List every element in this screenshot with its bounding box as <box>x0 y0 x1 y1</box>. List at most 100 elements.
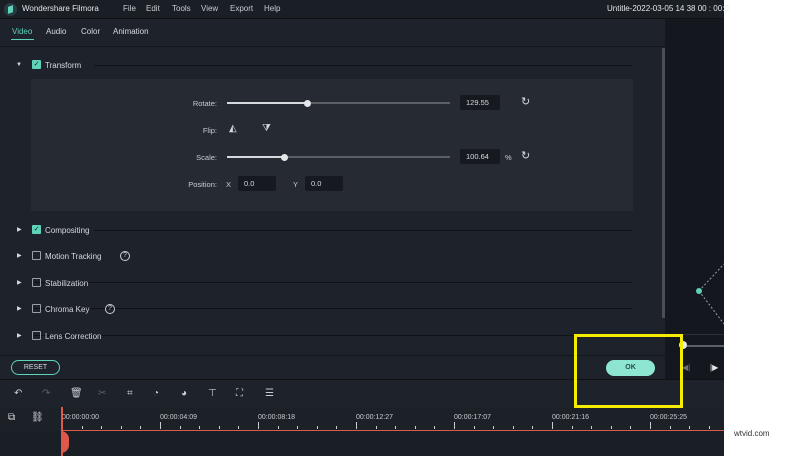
preview-progress-thumb[interactable] <box>679 341 687 349</box>
tab-animation[interactable]: Animation <box>113 27 149 36</box>
menu-edit[interactable]: Edit <box>146 4 160 13</box>
menu-export[interactable]: Export <box>230 4 254 13</box>
timeline-track[interactable] <box>0 407 724 456</box>
tick-mark <box>395 426 397 429</box>
tick-mark <box>650 422 651 429</box>
speed-icon[interactable]: ◔ <box>153 388 160 399</box>
rotate-slider[interactable] <box>227 102 450 104</box>
tick-mark <box>610 426 612 429</box>
tab-video[interactable]: Video <box>12 27 33 36</box>
timecode-label: 00:00:00:00 <box>62 414 99 421</box>
tick-mark <box>356 422 357 429</box>
panel-scrollbar[interactable] <box>662 48 665 318</box>
play-icon[interactable]: |▶ <box>710 363 719 372</box>
divider <box>94 230 632 231</box>
tab-color[interactable]: Color <box>81 27 101 36</box>
delete-icon[interactable]: 🗑 <box>70 388 83 399</box>
transform-handle[interactable] <box>696 288 702 294</box>
tick-mark <box>571 426 573 429</box>
collapse-triangle-icon[interactable]: ▼ <box>16 62 22 68</box>
tick-mark <box>160 422 161 429</box>
tick-mark <box>336 426 338 429</box>
tick-mark <box>689 426 691 429</box>
transform-checkbox[interactable]: ✓ <box>32 60 41 69</box>
filmora-logo-icon <box>4 3 17 16</box>
tick-mark <box>140 426 142 429</box>
reset-rotate-icon[interactable]: ↻ <box>521 96 531 108</box>
expand-triangle-icon[interactable]: ▶ <box>17 227 22 233</box>
divider <box>34 282 632 283</box>
playhead-line <box>61 430 724 431</box>
position-y-input[interactable]: 0.0 <box>305 176 343 191</box>
link-icon[interactable]: ⛓ <box>31 412 44 423</box>
reset-scale-icon[interactable]: ↻ <box>521 150 531 162</box>
tick-mark <box>199 426 201 429</box>
watermark: wtvid.com <box>734 429 770 438</box>
chroma-key-checkbox[interactable] <box>32 304 41 313</box>
compositing-checkbox[interactable]: ✓ <box>32 225 41 234</box>
timeline-toolbar: ↶ ↷ 🗑 ✂ ⌗ ◔ ◕ ⊤ ⛶ ☰ <box>0 379 724 407</box>
highlight-box <box>574 334 683 408</box>
divider <box>94 65 632 66</box>
timecode-label: 00:00:04:09 <box>160 414 197 421</box>
playhead-scissor-handle[interactable] <box>61 431 69 453</box>
fit-frame-icon[interactable]: ⛶ <box>236 388 243 399</box>
previous-frame-icon[interactable]: ◀| <box>682 363 691 372</box>
scale-label: Scale: <box>196 153 217 162</box>
motion-tracking-checkbox[interactable] <box>32 251 41 260</box>
scale-value-input[interactable]: 100.64 <box>460 149 500 164</box>
ok-button[interactable]: OK <box>606 360 655 376</box>
scale-slider-thumb[interactable] <box>281 154 288 161</box>
menu-file[interactable]: File <box>123 4 136 13</box>
tick-mark <box>81 426 83 429</box>
section-label: Compositing <box>45 226 90 235</box>
project-title: Untitle-2022-03-05 14 38 00 : 00:0 <box>607 4 729 13</box>
stabilization-checkbox[interactable] <box>32 278 41 287</box>
tick-mark <box>473 426 475 429</box>
tick-mark <box>101 426 103 429</box>
filmora-window: Wondershare Filmora File Edit Tools View… <box>0 0 729 456</box>
tick-mark <box>708 426 710 429</box>
section-label: Chroma Key <box>45 305 90 314</box>
position-label: Position: <box>188 180 217 189</box>
crop-icon[interactable]: ⌗ <box>127 388 133 399</box>
expand-triangle-icon[interactable]: ▶ <box>17 253 22 259</box>
tick-mark <box>238 426 240 429</box>
rotate-slider-thumb[interactable] <box>304 100 311 107</box>
expand-triangle-icon[interactable]: ▶ <box>17 306 22 312</box>
cut-icon[interactable]: ✂ <box>98 388 107 399</box>
timecode-label: 00:00:25:25 <box>650 414 687 421</box>
tick-mark <box>179 426 181 429</box>
position-x-input[interactable]: 0.0 <box>238 176 276 191</box>
tick-mark <box>120 426 122 429</box>
tick-mark <box>218 426 220 429</box>
add-track-icon[interactable]: ⧉ <box>8 412 16 423</box>
lens-correction-checkbox[interactable] <box>32 331 41 340</box>
undo-icon[interactable]: ↶ <box>14 388 23 399</box>
preview-progress-slider[interactable] <box>683 345 724 347</box>
tick-mark <box>552 422 553 429</box>
scale-slider[interactable] <box>227 156 450 158</box>
rotate-value-input[interactable]: 129.55 <box>460 95 500 110</box>
menu-view[interactable]: View <box>201 4 219 13</box>
help-icon[interactable]: ? <box>105 304 115 314</box>
expand-triangle-icon[interactable]: ▶ <box>17 280 22 286</box>
expand-triangle-icon[interactable]: ▶ <box>17 333 22 339</box>
menu-help[interactable]: Help <box>264 4 281 13</box>
redo-icon[interactable]: ↷ <box>42 388 51 399</box>
section-label: Lens Correction <box>45 332 102 341</box>
green-screen-icon[interactable]: ⊤ <box>208 388 217 399</box>
tick-mark <box>434 426 436 429</box>
timeline-ruler[interactable]: ⧉ ⛓ 00:00:00:00 00:00:04:09 00:00:08:18 00:… <box>0 407 724 431</box>
timecode-label: 00:00:17:07 <box>454 414 491 421</box>
color-palette-icon[interactable]: ◕ <box>181 388 188 399</box>
tick-mark <box>414 426 416 429</box>
reset-button[interactable]: RESET <box>11 360 60 375</box>
flip-vertical-icon[interactable]: ⧩ <box>262 123 271 134</box>
menu-tools[interactable]: Tools <box>172 4 191 13</box>
help-icon[interactable]: ? <box>120 251 130 261</box>
flip-horizontal-icon[interactable]: ◭ <box>229 123 237 134</box>
tick-mark <box>454 422 455 429</box>
adjust-settings-icon[interactable]: ☰ <box>265 388 274 399</box>
tab-audio[interactable]: Audio <box>46 27 67 36</box>
